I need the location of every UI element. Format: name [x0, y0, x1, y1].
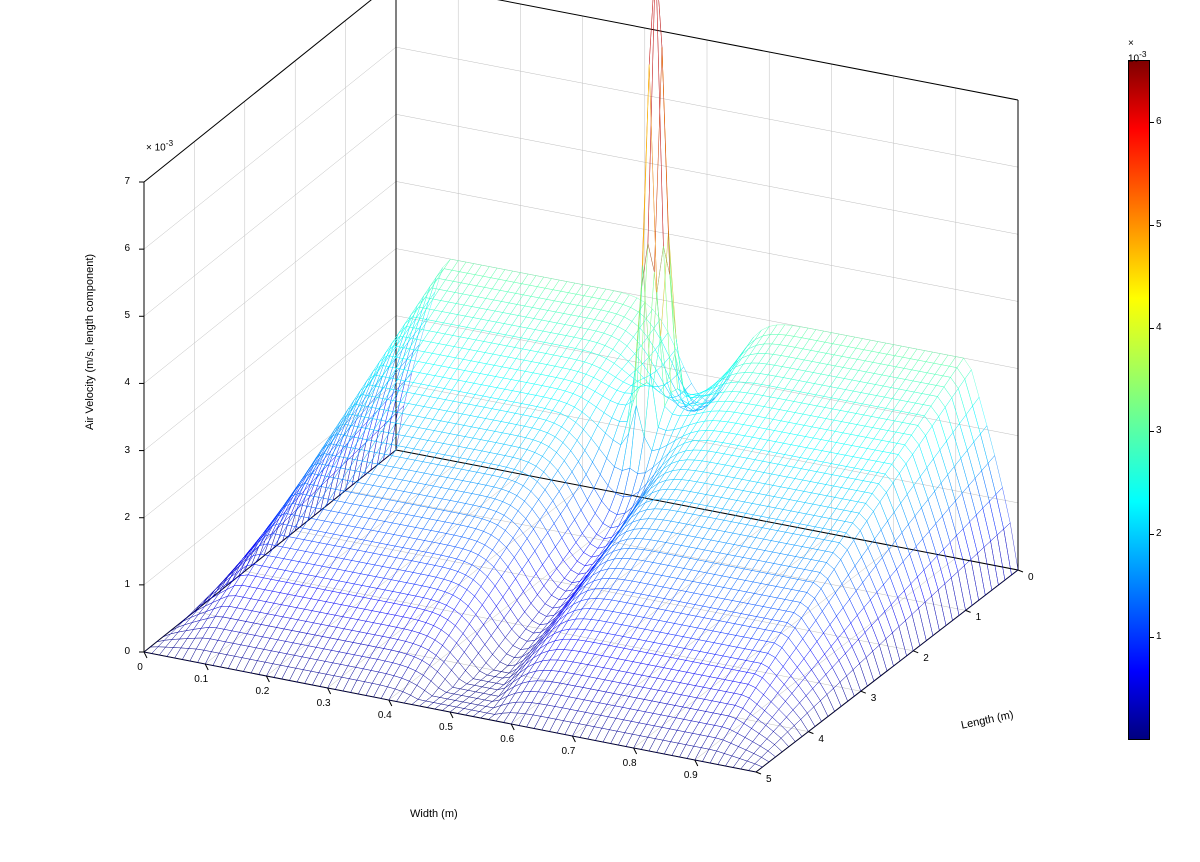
z-tick: 2 [124, 512, 130, 523]
z-tick: 0 [124, 646, 130, 657]
y-tick: 4 [818, 734, 824, 745]
colorbar-tick: 1 [1156, 631, 1162, 642]
y-tick: 1 [976, 612, 982, 623]
colorbar-tick: 4 [1156, 322, 1162, 333]
z-tick: 3 [124, 445, 130, 456]
x-tick: 0.7 [561, 746, 575, 757]
surface-mesh [144, 0, 1018, 772]
x-tick: 0.5 [439, 722, 453, 733]
colorbar-tick: 6 [1156, 116, 1162, 127]
z-tick: 1 [124, 579, 130, 590]
x-tick: 0.1 [194, 674, 208, 685]
colorbar-tick: 2 [1156, 528, 1162, 539]
x-tick: 0.6 [500, 734, 514, 745]
x-tick: 0.4 [378, 710, 392, 721]
z-tick: 6 [124, 243, 130, 254]
z-axis-label: Air Velocity (m/s, length component) [84, 254, 96, 430]
axis-box [144, 0, 1018, 772]
colorbar-gradient [1128, 60, 1150, 740]
x-tick: 0.8 [623, 758, 637, 769]
colorbar-tick: 3 [1156, 425, 1162, 436]
colorbar-tick: 5 [1156, 219, 1162, 230]
x-tick: 0.9 [684, 770, 698, 781]
z-tick: 4 [124, 377, 130, 388]
y-tick: 2 [923, 653, 929, 664]
z-tick: 7 [124, 176, 130, 187]
grid-planes [144, 0, 1018, 772]
colorbar-exponent: × 10-3 [1128, 38, 1150, 64]
x-axis-label: Width (m) [410, 808, 458, 820]
y-tick: 5 [766, 774, 772, 785]
x-tick: 0 [137, 662, 143, 673]
z-tick: 5 [124, 310, 130, 321]
x-tick: 0.2 [255, 686, 269, 697]
y-tick: 0 [1028, 572, 1034, 583]
surface-plot-3d [0, 0, 1200, 857]
y-tick: 3 [871, 693, 877, 704]
x-tick: 0.3 [317, 698, 331, 709]
z-axis-exponent: × 10-3 [146, 138, 173, 153]
colorbar: × 10-3 123456 [1128, 60, 1150, 740]
